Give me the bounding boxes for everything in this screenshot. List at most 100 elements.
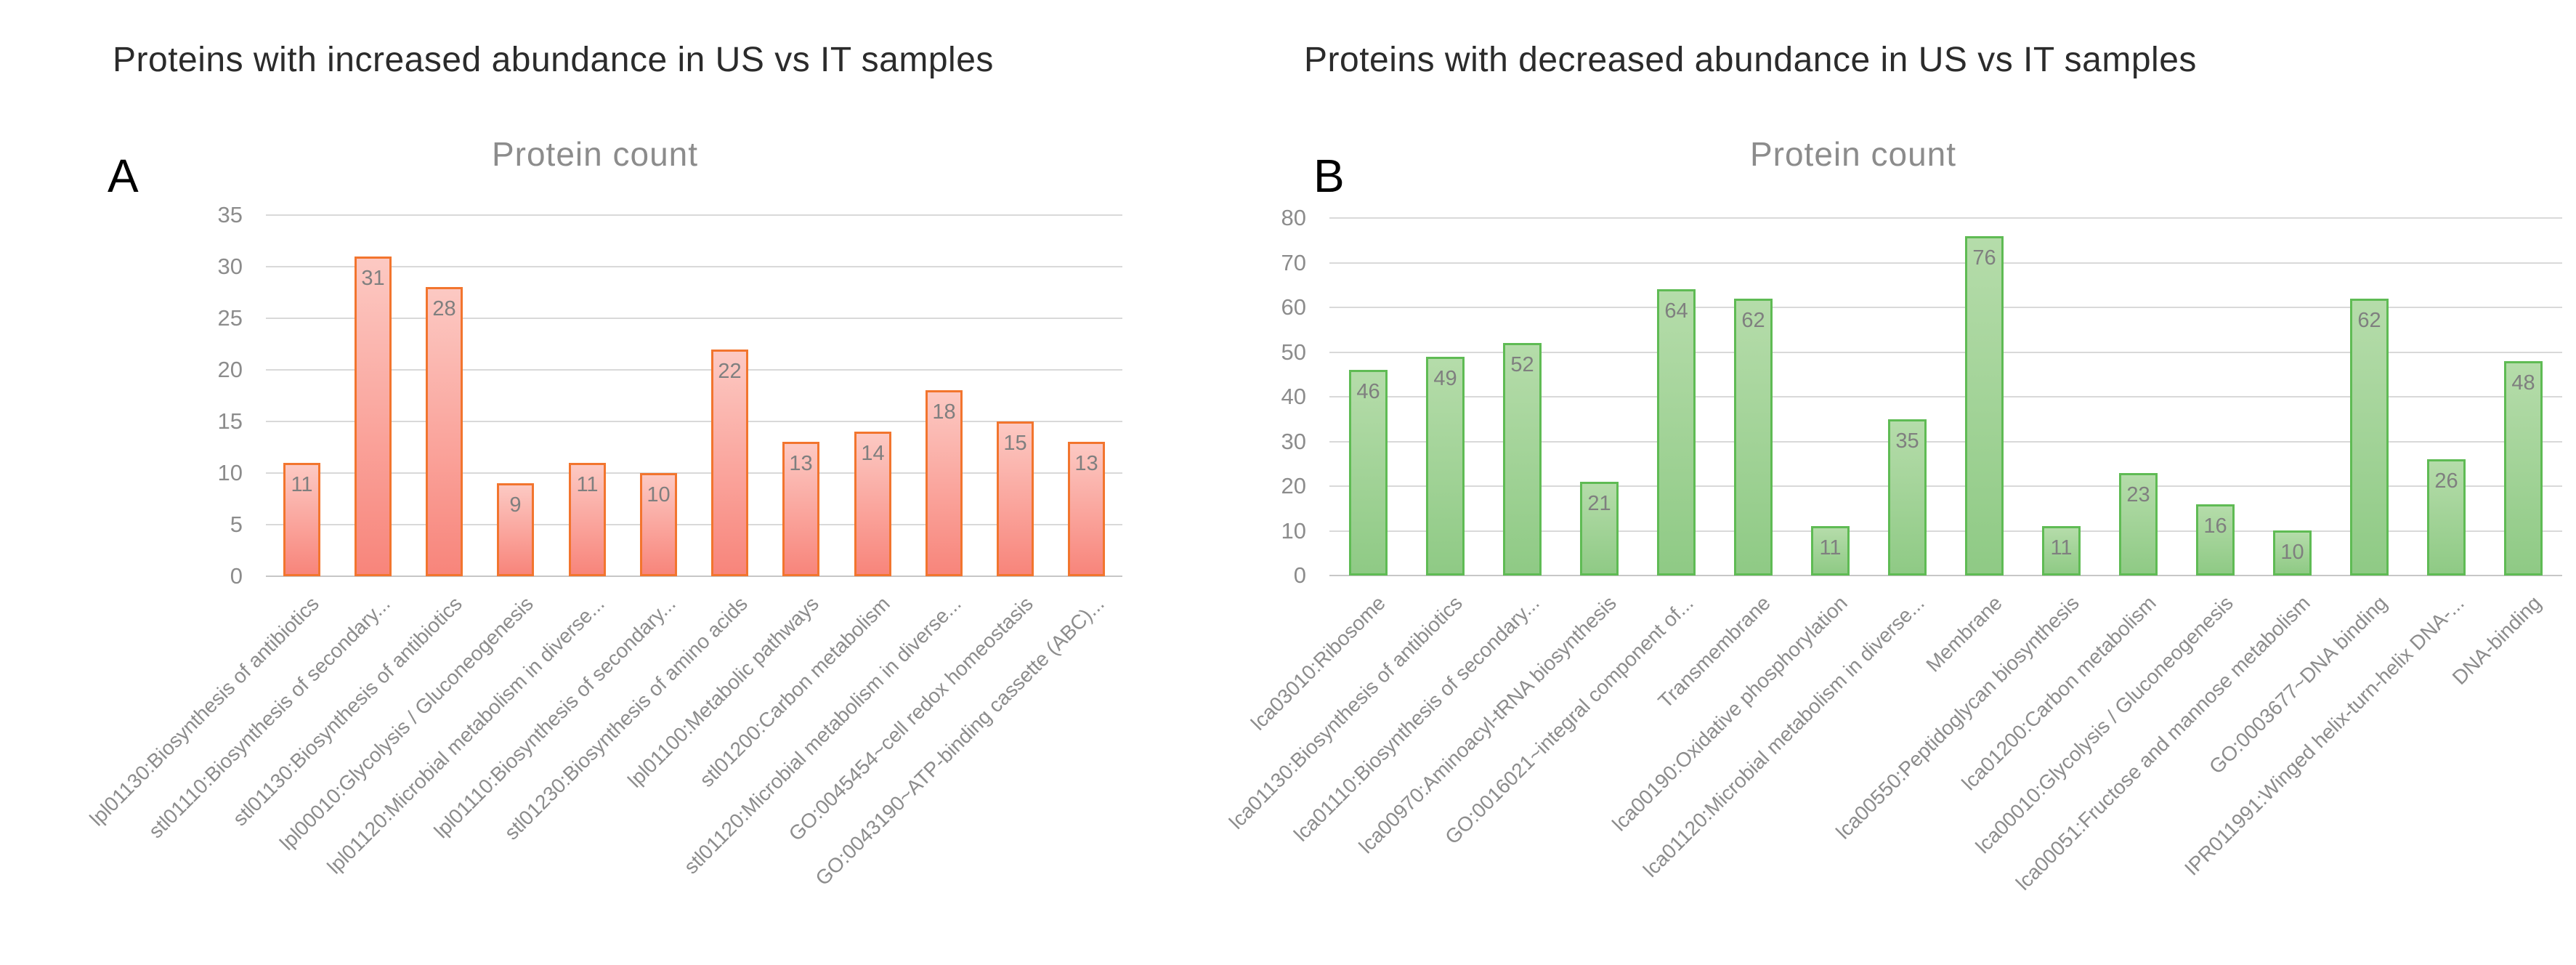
x-category-label: stl01120:Microbial metabolism in diverse… [679,592,965,879]
x-category-label: DNA-binding [2447,591,2545,690]
bar-value-label: 16 [2203,514,2227,538]
y-tick-label-20: 20 [1281,473,1306,498]
gridline-30 [1329,440,2562,443]
x-category-label: lpl01130:Biosynthesis of antibiotics [85,592,323,831]
gridline-50 [1329,351,2562,353]
bar-value-label: 62 [2357,309,2381,332]
bar-value-label: 13 [789,452,813,475]
y-tick-label-15: 15 [217,408,243,434]
bar-decreased-4: 64 [1657,289,1696,576]
x-category-label: lpl01110:Biosynthesis of secondary... [429,592,680,843]
panel-b-heading: Proteins with decreased abundance in US … [1304,41,2197,79]
bar-increased-10: 15 [997,421,1034,576]
bar-value-label: 11 [576,473,599,496]
panel-a-plot-area: 0 5 10 15 20 25 30 35 11 lpl01130:Biosynthesis of… [85,203,1122,889]
x-category-label: lca00010:Glycolysis / Gluconeogenesis [1971,591,2237,858]
bar-increased-8: 14 [854,432,891,576]
gridline-25 [266,318,1122,319]
x-axis-line [266,576,1122,577]
x-category-label: stl01230:Biosynthesis of amino acids [500,592,752,844]
bar-value-label: 64 [1664,299,1688,323]
gridline-20 [266,369,1122,371]
y-tick-label-20: 20 [217,357,243,382]
y-tick-label-40: 40 [1281,384,1306,409]
bar-decreased-7: 35 [1888,419,1927,576]
bar-value-label: 10 [647,483,671,506]
x-category-label: Transmembrane [1653,591,1775,713]
x-category-label: stl01200:Carbon metabolism [694,592,894,791]
y-tick-label-60: 60 [1281,294,1306,320]
bar-value-label: 15 [1003,432,1027,455]
bar-value-label: 18 [932,400,956,424]
y-tick-label-30: 30 [1281,428,1306,454]
x-category-label: lca00970:Aminoacyl-tRNA biosynthesis [1354,591,1621,858]
x-category-label: lpl00010:Glycolysis / Gluconeogenesis [275,592,538,855]
bar-decreased-14: 26 [2427,459,2466,576]
y-tick-label-25: 25 [217,305,243,331]
bar-decreased-11: 16 [2196,504,2235,576]
bar-decreased-2: 52 [1503,343,1542,576]
bar-value-label: 10 [2280,541,2304,564]
bar-decreased-1: 49 [1426,357,1465,576]
bar-decreased-10: 23 [2119,473,2158,576]
bar-value-label: 28 [432,297,456,320]
bar-decreased-9: 11 [2042,526,2081,576]
x-category-label: stl01110:Biosynthesis of secondary... [144,592,394,843]
y-tick-label-70: 70 [1281,249,1306,275]
y-tick-label-5: 5 [230,512,243,537]
bar-increased-7: 13 [782,442,819,576]
x-category-label: lca03010:Ribosome [1246,591,1390,735]
y-tick-label-80: 80 [1281,205,1306,230]
gridline-80 [1329,217,2562,219]
y-tick-label-0: 0 [1293,562,1306,588]
x-category-label: lca00051:Fructose and mannose metabolism [2011,591,2314,895]
x-category-label: Membrane [1921,591,2006,677]
bar-value-label: 76 [1972,246,1996,270]
x-category-label: lca00190:Oxidative phosphorylation [1608,591,1852,836]
x-category-label: lca00550:Peptidoglycan biosynthesis [1831,591,2083,844]
gridline-15 [266,421,1122,422]
gridline-30 [266,266,1122,267]
bar-decreased-8: 76 [1965,236,2004,576]
bar-value-label: 9 [509,493,522,517]
gridline-35 [266,214,1122,216]
bar-increased-3: 9 [497,483,534,576]
y-tick-label-30: 30 [217,254,243,279]
bar-value-label: 49 [1433,367,1457,390]
gridline-70 [1329,262,2562,264]
bar-decreased-3: 21 [1580,482,1619,576]
x-axis-line [1329,575,2562,576]
bar-increased-11: 13 [1068,442,1105,576]
x-category-label: lca01110:Biosynthesis of secondary... [1289,591,1544,846]
y-tick-label-50: 50 [1281,339,1306,365]
x-category-label: stl01130:Biosynthesis of antibiotics [228,592,466,831]
x-category-label: lpl01100:Metabolic pathways [623,592,823,792]
bar-value-label: 13 [1074,452,1098,475]
y-tick-label-35: 35 [217,202,243,227]
bar-increased-0: 11 [283,463,320,576]
bar-decreased-0: 46 [1349,370,1388,576]
bar-decreased-6: 11 [1811,526,1850,576]
y-tick-label-10: 10 [1281,517,1306,544]
panel-a-chart-title: Protein count [491,135,699,173]
panel-b-letter: B [1313,150,1345,202]
bar-value-label: 23 [2126,483,2150,506]
gridline-10 [1329,530,2562,532]
bar-value-label: 11 [291,473,313,496]
bar-value-label: 48 [2511,371,2535,395]
panel-a-heading: Proteins with increased abundance in US … [113,41,994,79]
bar-value-label: 52 [1510,353,1534,376]
bar-increased-5: 10 [640,473,677,576]
bar-value-label: 11 [1819,536,1842,560]
panel-b-plot-area: 0 10 20 30 40 50 60 70 80 46 lca03010:Ribosome 49 lc… [1225,206,2562,895]
bar-value-label: 26 [2434,469,2458,493]
bar-value-label: 62 [1741,309,1765,332]
x-category-label: GO:0016021~integral component of... [1441,591,1698,849]
bar-increased-2: 28 [426,287,463,576]
x-category-label: lca01120:Microbial metabolism in diverse… [1638,591,1929,882]
gridline-10 [266,472,1122,474]
bar-decreased-5: 62 [1734,299,1773,576]
